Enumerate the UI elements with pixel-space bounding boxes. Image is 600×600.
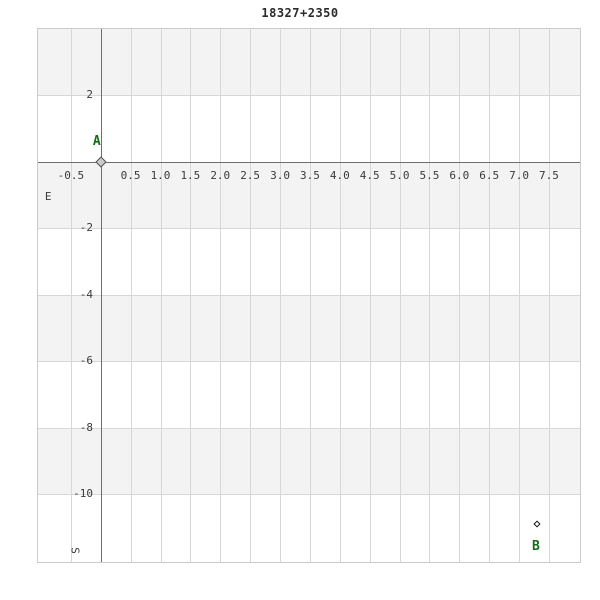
plot-area: -0.5 0.5 1.0 1.5 2.0 2.5 3.0 3.5 4.0 4.5 5.0 5.5 6.0…: [37, 28, 581, 563]
chart-title: 18327+2350: [261, 6, 339, 20]
x-tick-label: 1.0: [150, 168, 171, 182]
x-tick-label: 5.5: [419, 168, 440, 182]
y-gridline: [38, 294, 580, 296]
x-tick-label: -0.5: [57, 168, 85, 182]
x-tick-label: 3.5: [299, 168, 320, 182]
y-tick-label: -10: [73, 486, 93, 500]
y-tick-label: -2: [79, 221, 93, 235]
x-axis-line: [38, 161, 580, 163]
x-tick-label: 5.0: [389, 168, 410, 182]
x-tick-label: 0.5: [120, 168, 141, 182]
x-tick-label: 7.5: [538, 168, 559, 182]
y-axis-line: [100, 29, 102, 562]
y-gridline: [38, 493, 580, 495]
x-tick-label: 7.0: [509, 168, 529, 182]
point-label-b: B: [532, 538, 540, 554]
y-gridline: [38, 228, 580, 230]
y-gridline: [38, 361, 580, 363]
data-point-b-marker: [533, 520, 541, 528]
y-tick-label: 2: [86, 88, 93, 102]
direction-label-s: S: [68, 547, 82, 554]
x-tick-label: 6.5: [479, 168, 500, 182]
point-label-a: A: [92, 133, 101, 149]
x-tick-label: 4.5: [359, 168, 380, 182]
y-tick-label: -6: [79, 354, 93, 368]
x-tick-label: 1.5: [180, 168, 201, 182]
y-tick-label: -4: [79, 287, 93, 301]
y-gridline: [38, 427, 580, 429]
x-tick-label: 6.0: [449, 168, 470, 182]
y-tick-label: -8: [79, 420, 93, 434]
direction-label-e: E: [44, 189, 52, 203]
x-tick-label: 4.0: [329, 168, 350, 182]
x-tick-label: 2.5: [240, 168, 261, 182]
y-gridline: [38, 95, 580, 97]
x-tick-label: 3.0: [270, 168, 290, 182]
x-tick-label: 2.0: [210, 168, 231, 182]
